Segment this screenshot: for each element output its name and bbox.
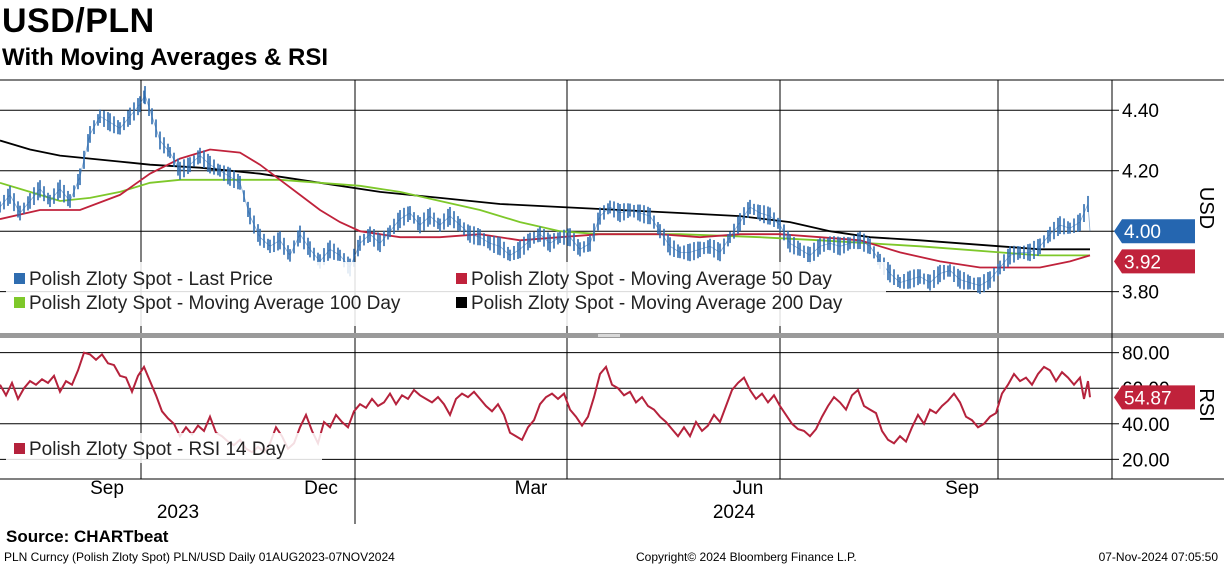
ma50-tag-bg [1114,249,1195,274]
rsi-y-tick-label: 40.00 [1122,415,1170,436]
x-month-label: Sep [90,478,124,499]
x-month-label: Dec [304,478,338,499]
rsi-last-tag: 54.87 [1124,388,1172,409]
x-year-label: 2024 [713,502,756,523]
legend-label: Polish Zloty Spot - Last Price [29,269,273,290]
legend-swatch [456,273,467,284]
panel-separator-grip [598,334,620,337]
source-label: Source: CHARTbeat [6,527,169,546]
price-y-tick-label: 4.40 [1122,101,1159,122]
ma50-series [0,148,1091,269]
rsi-legend-box [6,433,322,463]
rsi-last-tag-bg [1114,385,1195,410]
x-year-label: 2023 [157,502,199,523]
rsi-y-tick-label: 80.00 [1122,344,1170,365]
legend-label: Polish Zloty Spot - RSI 14 Day [29,439,286,460]
last-price-series [0,94,1091,287]
legend-label: Polish Zloty Spot - Moving Average 200 D… [471,293,843,314]
ma50-tag: 3.92 [1124,252,1161,273]
footer-copyright: Copyright© 2024 Bloomberg Finance L.P. [636,550,857,564]
x-month-label: Jun [733,478,764,499]
legend-label: Polish Zloty Spot - Moving Average 100 D… [29,293,401,314]
price-y-tick-label: 3.80 [1122,283,1159,304]
rsi-series [0,351,1091,454]
last-price-tag-bg [1114,219,1195,244]
ma100-series [0,178,1090,257]
legend-swatch [14,273,25,284]
ma200-series [0,139,1090,251]
legend-swatch [14,297,25,308]
rsi-axis-title: RSI [1195,388,1217,421]
rsi-y-tick-label: 20.00 [1122,450,1170,471]
legend-swatch [14,443,25,454]
price-legend-box [6,262,886,326]
chart-subtitle: With Moving Averages & RSI [2,44,329,71]
last-price-tag: 4.00 [1124,222,1161,243]
x-month-label: Mar [515,478,548,499]
price-y-tick-label: 4.20 [1122,162,1159,183]
legend-label: Polish Zloty Spot - Moving Average 50 Da… [471,269,832,290]
chart-title: USD/PLN [2,2,155,40]
legend-swatch [456,297,467,308]
footer-timestamp: 07-Nov-2024 07:05:50 [1098,550,1218,564]
x-month-label: Sep [945,478,979,499]
footer-description: PLN Curncy (Polish Zloty Spot) PLN/USD D… [4,550,395,564]
price-axis-title: USD [1195,187,1217,229]
